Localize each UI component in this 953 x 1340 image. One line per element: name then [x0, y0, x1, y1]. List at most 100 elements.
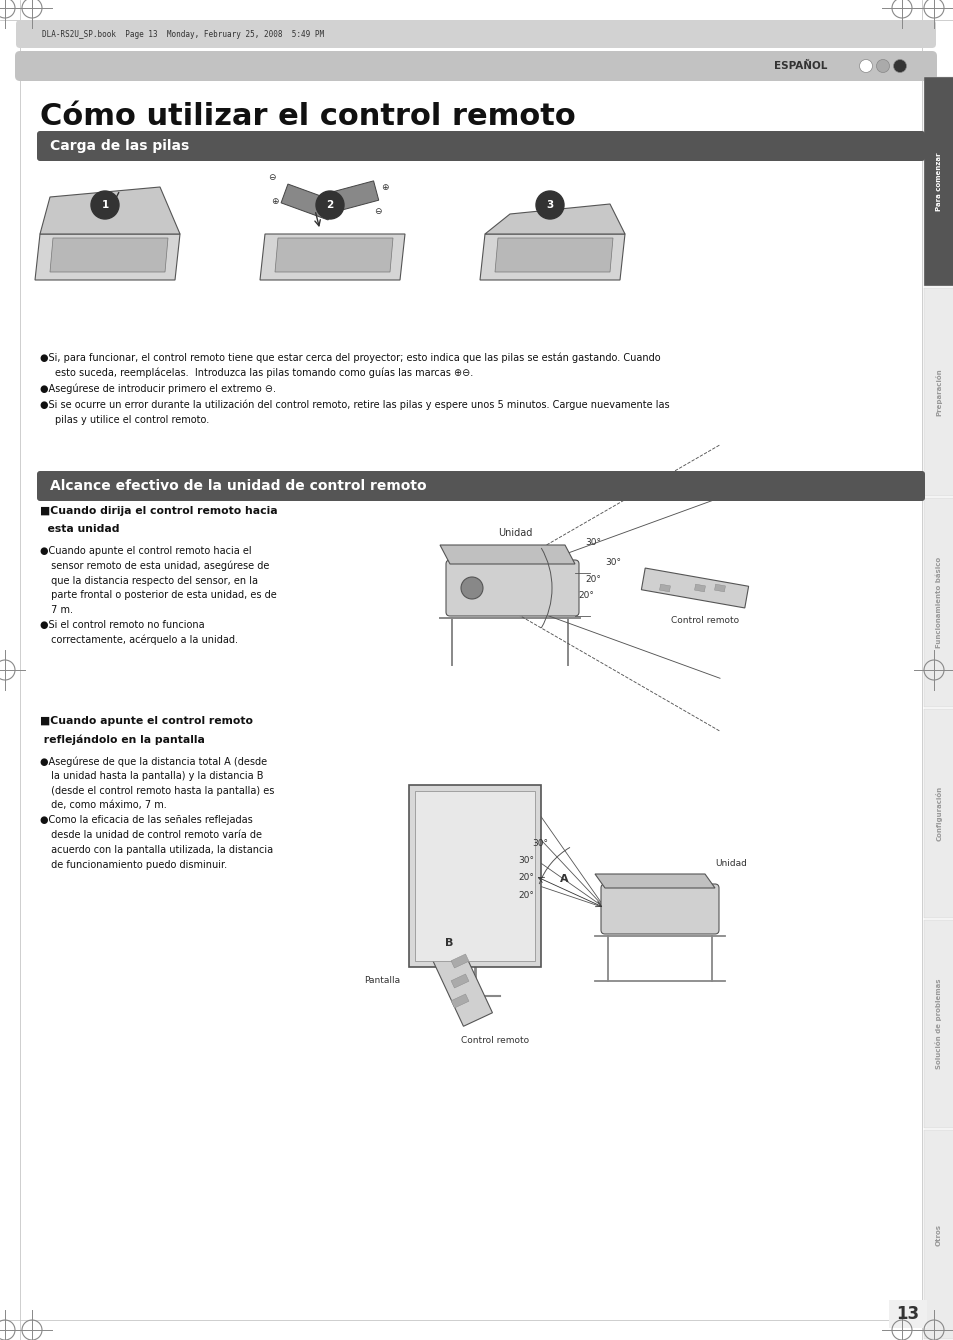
FancyBboxPatch shape — [16, 20, 935, 48]
Text: 3: 3 — [546, 200, 553, 210]
Text: Carga de las pilas: Carga de las pilas — [50, 139, 189, 153]
Polygon shape — [451, 954, 469, 967]
Polygon shape — [659, 584, 670, 592]
Text: Control remoto: Control remoto — [670, 616, 739, 624]
Text: Solución de problemas: Solución de problemas — [935, 978, 942, 1069]
Text: ●Cuando apunte el control remoto hacia el: ●Cuando apunte el control remoto hacia e… — [40, 545, 252, 556]
Text: ●Como la eficacia de las señales reflejadas: ●Como la eficacia de las señales refleja… — [40, 815, 253, 825]
Text: 1: 1 — [101, 200, 109, 210]
Text: Alcance efectivo de la unidad de control remoto: Alcance efectivo de la unidad de control… — [50, 478, 426, 493]
Text: desde la unidad de control remoto varía de: desde la unidad de control remoto varía … — [48, 829, 262, 840]
Text: Control remoto: Control remoto — [460, 1036, 529, 1045]
Polygon shape — [439, 545, 575, 564]
Polygon shape — [714, 584, 724, 592]
Text: 2: 2 — [326, 200, 334, 210]
Text: la unidad hasta la pantalla) y la distancia B: la unidad hasta la pantalla) y la distan… — [48, 770, 263, 781]
Polygon shape — [325, 181, 378, 213]
Circle shape — [536, 192, 563, 218]
Text: (desde el control remoto hasta la pantalla) es: (desde el control remoto hasta la pantal… — [48, 785, 274, 796]
Polygon shape — [35, 234, 180, 280]
Circle shape — [460, 578, 482, 599]
Text: 30°: 30° — [517, 856, 534, 866]
FancyBboxPatch shape — [888, 1300, 926, 1328]
FancyBboxPatch shape — [923, 709, 953, 918]
Text: ■Cuando dirija el control remoto hacia: ■Cuando dirija el control remoto hacia — [40, 507, 277, 516]
FancyBboxPatch shape — [446, 560, 578, 616]
Circle shape — [893, 59, 905, 72]
Text: ●Si el control remoto no funciona: ●Si el control remoto no funciona — [40, 620, 204, 630]
Polygon shape — [484, 204, 624, 234]
FancyBboxPatch shape — [409, 785, 540, 967]
Text: ●Si, para funcionar, el control remoto tiene que estar cerca del proyector; esto: ●Si, para funcionar, el control remoto t… — [40, 352, 659, 363]
FancyBboxPatch shape — [923, 498, 953, 708]
Text: Funcionamiento básico: Funcionamiento básico — [935, 557, 941, 649]
FancyBboxPatch shape — [37, 470, 924, 501]
Text: 13: 13 — [896, 1305, 919, 1323]
Text: 30°: 30° — [532, 839, 547, 848]
Text: de funcionamiento puedo disminuir.: de funcionamiento puedo disminuir. — [48, 859, 227, 870]
Text: Para comenzar: Para comenzar — [935, 151, 941, 210]
Text: Preparación: Preparación — [935, 369, 942, 415]
Text: ●Si se ocurre un error durante la utilización del control remoto, retire las pil: ●Si se ocurre un error durante la utiliz… — [40, 399, 669, 410]
Polygon shape — [427, 935, 492, 1026]
Polygon shape — [640, 568, 748, 608]
Text: ⊖: ⊖ — [374, 206, 381, 216]
Text: ⊕: ⊕ — [381, 184, 388, 192]
Text: 30°: 30° — [604, 557, 620, 567]
Polygon shape — [281, 184, 335, 220]
Text: 20°: 20° — [517, 872, 534, 882]
Text: esto suceda, reemplácelas.  Introduzca las pilas tomando como guías las marcas ⊕: esto suceda, reemplácelas. Introduzca la… — [55, 367, 473, 378]
Text: Unidad: Unidad — [714, 859, 746, 868]
Polygon shape — [50, 239, 168, 272]
Text: reflejándolo en la pantalla: reflejándolo en la pantalla — [40, 734, 205, 745]
Polygon shape — [451, 974, 469, 988]
Text: ⊖: ⊖ — [268, 173, 275, 182]
Polygon shape — [260, 234, 405, 280]
FancyBboxPatch shape — [600, 884, 719, 934]
Text: Cómo utilizar el control remoto: Cómo utilizar el control remoto — [40, 102, 576, 131]
Text: Pantalla: Pantalla — [363, 976, 399, 985]
Text: Configuración: Configuración — [935, 785, 942, 842]
Text: ⊕: ⊕ — [271, 197, 278, 206]
Text: 20°: 20° — [584, 575, 600, 584]
Text: que la distancia respecto del sensor, en la: que la distancia respecto del sensor, en… — [48, 576, 257, 586]
Polygon shape — [495, 239, 613, 272]
Text: DLA-RS2U_SP.book  Page 13  Monday, February 25, 2008  5:49 PM: DLA-RS2U_SP.book Page 13 Monday, Februar… — [42, 29, 324, 39]
Polygon shape — [40, 188, 180, 234]
Text: sensor remoto de esta unidad, asegúrese de: sensor remoto de esta unidad, asegúrese … — [48, 561, 269, 571]
Text: 20°: 20° — [517, 891, 534, 900]
Text: ●Asegúrese de introducir primero el extremo ⊖.: ●Asegúrese de introducir primero el extr… — [40, 383, 275, 394]
Text: esta unidad: esta unidad — [40, 524, 119, 535]
Circle shape — [91, 192, 119, 218]
Text: pilas y utilice el control remoto.: pilas y utilice el control remoto. — [55, 415, 209, 425]
Polygon shape — [694, 584, 704, 592]
FancyBboxPatch shape — [923, 1131, 953, 1339]
Polygon shape — [451, 994, 469, 1008]
FancyBboxPatch shape — [37, 131, 924, 161]
Text: Unidad: Unidad — [497, 528, 532, 537]
Text: correctamente, acérquelo a la unidad.: correctamente, acérquelo a la unidad. — [48, 635, 237, 646]
Text: parte frontal o posterior de esta unidad, es de: parte frontal o posterior de esta unidad… — [48, 591, 276, 600]
Text: ESPAÑOL: ESPAÑOL — [773, 60, 826, 71]
FancyBboxPatch shape — [923, 919, 953, 1128]
Text: ●Asegúrese de que la distancia total A (desde: ●Asegúrese de que la distancia total A (… — [40, 756, 267, 766]
Text: 30°: 30° — [584, 537, 600, 547]
Polygon shape — [479, 234, 624, 280]
Text: acuerdo con la pantalla utilizada, la distancia: acuerdo con la pantalla utilizada, la di… — [48, 844, 273, 855]
FancyBboxPatch shape — [415, 791, 535, 961]
Text: B: B — [444, 938, 453, 947]
Polygon shape — [274, 239, 393, 272]
Circle shape — [876, 59, 888, 72]
Text: 7 m.: 7 m. — [48, 606, 73, 615]
FancyBboxPatch shape — [15, 51, 936, 80]
Text: ■Cuando apunte el control remoto: ■Cuando apunte el control remoto — [40, 716, 253, 726]
Polygon shape — [595, 874, 714, 888]
Circle shape — [859, 59, 872, 72]
FancyBboxPatch shape — [923, 288, 953, 496]
Text: 20°: 20° — [578, 591, 594, 600]
Text: Otros: Otros — [935, 1223, 941, 1246]
Circle shape — [315, 192, 344, 218]
Text: de, como máximo, 7 m.: de, como máximo, 7 m. — [48, 800, 167, 811]
FancyBboxPatch shape — [923, 76, 953, 285]
Text: A: A — [559, 874, 568, 884]
